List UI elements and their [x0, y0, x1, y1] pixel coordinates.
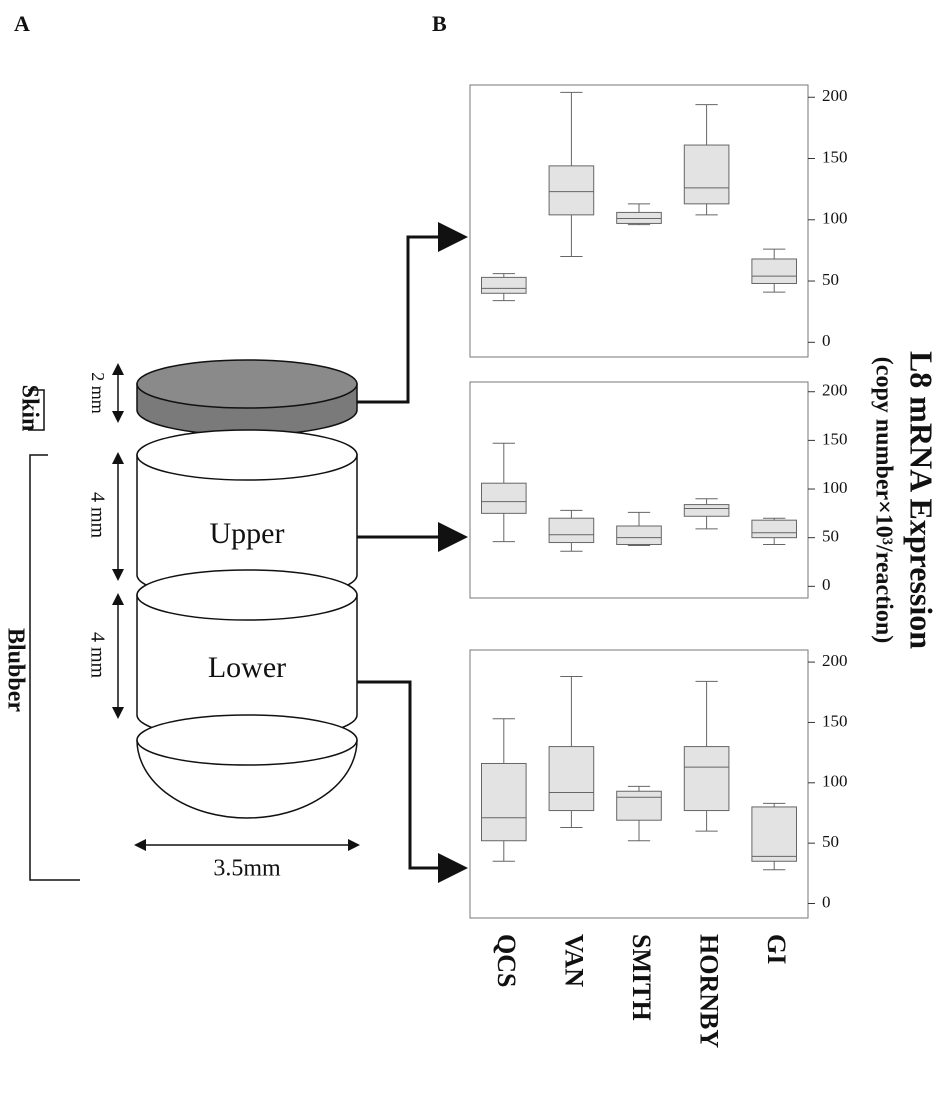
y-tick-label: 150	[822, 429, 848, 448]
x-tick-label: QCS	[492, 934, 521, 987]
y-tick-label: 50	[822, 832, 839, 851]
y-tick-label: 50	[822, 527, 839, 546]
box	[548, 165, 595, 216]
y-tick-label: 100	[822, 478, 848, 497]
plot-frame	[469, 84, 809, 358]
box	[751, 519, 798, 539]
plot-frame	[469, 649, 809, 919]
box	[751, 258, 798, 284]
plot-frame	[469, 381, 809, 599]
x-tick-label: SMITH	[627, 934, 656, 1021]
y-tick-label: 100	[822, 772, 848, 791]
box	[616, 790, 662, 821]
sample-diagram	[28, 222, 468, 883]
section-label: Lower	[208, 651, 286, 684]
section-label: Upper	[210, 517, 285, 550]
box	[616, 211, 662, 224]
y-tick-label: 200	[822, 86, 848, 105]
y-tick-label: 0	[822, 575, 831, 594]
box	[683, 144, 730, 205]
box	[751, 806, 798, 862]
box	[480, 276, 527, 294]
y-tick-label: 0	[822, 892, 831, 911]
x-tick-label: HORNBY	[695, 934, 724, 1048]
box	[480, 482, 527, 514]
y-axis-subtitle: (copy number×10³/reaction)	[870, 357, 896, 643]
y-tick-label: 100	[822, 209, 848, 228]
y-tick-label: 150	[822, 711, 848, 730]
width-label: 3.5mm	[213, 856, 281, 882]
box	[548, 517, 595, 544]
y-tick-label: 0	[822, 331, 831, 350]
layer-label: Blubber	[2, 628, 28, 712]
box	[548, 746, 595, 812]
box	[683, 746, 730, 812]
x-tick-label: GI	[762, 934, 791, 964]
panel-label: A	[14, 11, 30, 36]
thickness-label: 2 mm	[88, 372, 108, 414]
thickness-label: 4 mm	[86, 632, 108, 679]
x-tick-label: VAN	[559, 934, 588, 987]
box	[480, 762, 527, 842]
thickness-label: 4 mm	[86, 492, 108, 539]
box	[616, 525, 662, 545]
y-tick-label: 200	[822, 381, 848, 400]
y-tick-label: 50	[822, 270, 839, 289]
box	[683, 504, 730, 517]
panel-label: B	[432, 11, 447, 36]
layer-label: Skin	[16, 385, 42, 432]
y-tick-label: 150	[822, 147, 848, 166]
y-axis-title: L8 mRNA Expression	[904, 351, 940, 649]
y-tick-label: 200	[822, 651, 848, 670]
